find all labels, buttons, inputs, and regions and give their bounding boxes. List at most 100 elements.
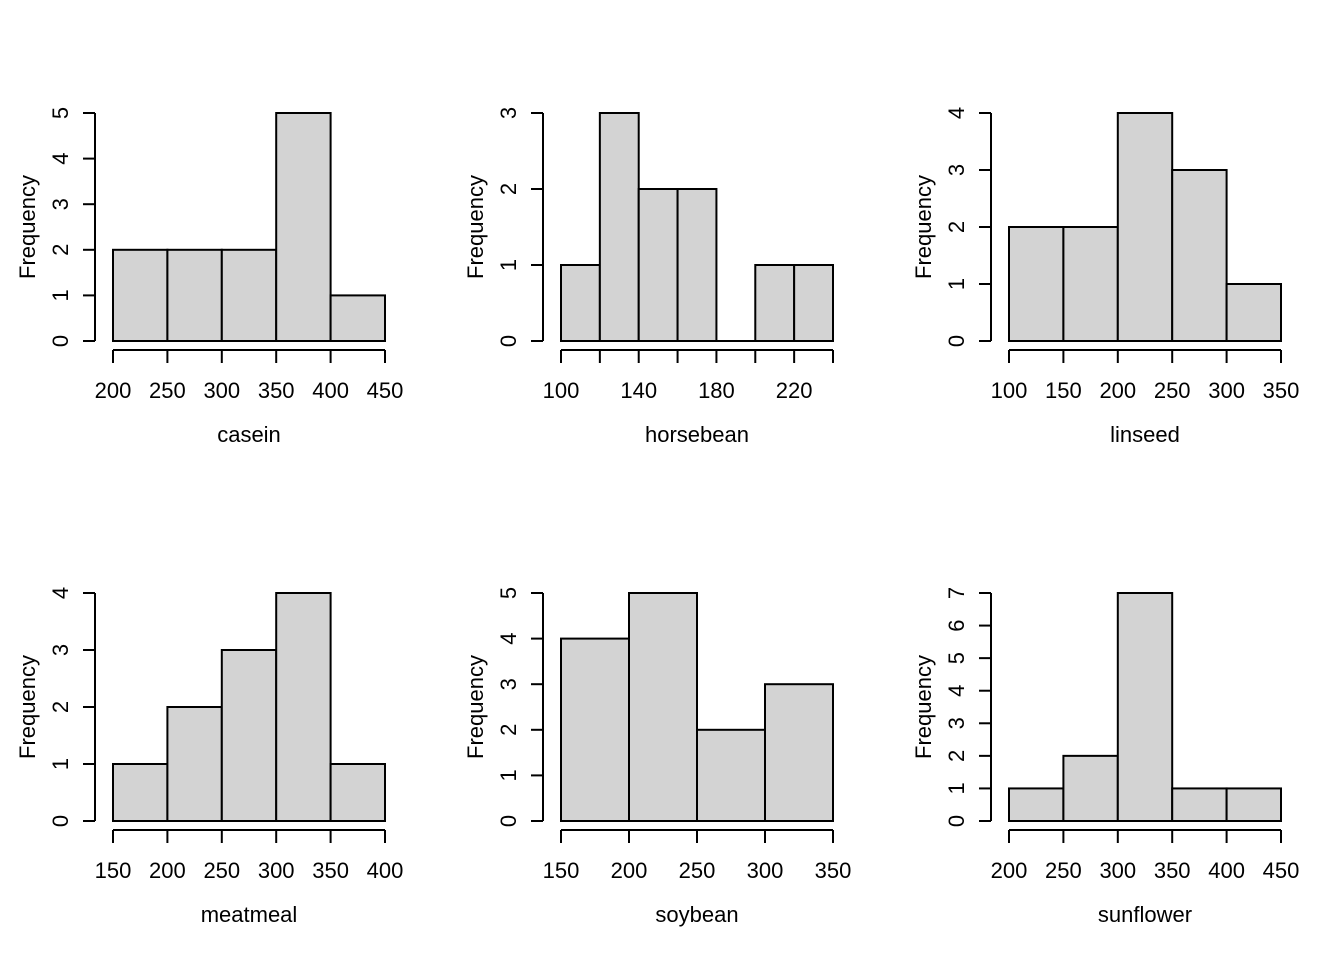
x-axis-title: soybean xyxy=(655,902,738,927)
histogram-bar xyxy=(1062,754,1119,823)
x-tick-label: 200 xyxy=(991,858,1028,883)
x-tick-label: 300 xyxy=(1099,858,1136,883)
x-tick-label: 250 xyxy=(203,858,240,883)
y-tick-label: 3 xyxy=(496,107,521,119)
histogram-panel: 0 1 2 3 4 5 6 7 Frequency 200 250 300 350 400 450 sunfl… xyxy=(896,480,1344,960)
histogram-panel: 0 1 2 3 4 Frequency 150 200 250 300 350 400 meatmeal xyxy=(0,480,448,960)
histogram-bar xyxy=(1171,787,1228,822)
histogram-linseed: 0 1 2 3 4 Frequency 100 150 200 250 300 350 linseed xyxy=(911,107,1300,447)
histogram-bar xyxy=(275,592,332,822)
x-tick-label: 350 xyxy=(1263,378,1300,403)
histogram-bar xyxy=(1008,787,1065,822)
y-tick-label: 4 xyxy=(496,632,521,644)
y-tick-label: 2 xyxy=(496,724,521,736)
histogram-bar xyxy=(560,264,601,342)
histogram-bar xyxy=(1116,592,1174,822)
y-tick-label: 1 xyxy=(944,278,969,290)
y-tick-label: 3 xyxy=(944,164,969,176)
x-tick-label: 400 xyxy=(367,858,404,883)
y-tick-label: 3 xyxy=(496,678,521,690)
x-tick-label: 450 xyxy=(367,378,404,403)
histogram-bar xyxy=(676,188,718,342)
x-tick-label: 100 xyxy=(991,378,1028,403)
histogram-meatmeal: 0 1 2 3 4 Frequency 150 200 250 300 350 400 meatmeal xyxy=(15,587,404,927)
x-tick-label: 350 xyxy=(312,858,349,883)
x-tick-label: 250 xyxy=(1154,378,1191,403)
histogram-sunflower: 0 1 2 3 4 5 6 7 Frequency 200 250 300 350 400 450 sunfl… xyxy=(911,587,1300,927)
x-tick-label: 220 xyxy=(776,378,813,403)
x-tick-label: 250 xyxy=(149,378,186,403)
x-axis-title: sunflower xyxy=(1098,902,1192,927)
histogram-panel: 0 1 2 3 4 Frequency 100 150 200 250 300 350 linseed xyxy=(896,0,1344,480)
histogram-bar xyxy=(1008,226,1065,342)
x-axis-title: casein xyxy=(217,422,281,447)
y-tick-label: 1 xyxy=(48,758,73,770)
histogram-bar xyxy=(1225,283,1283,342)
x-tick-label: 350 xyxy=(1154,858,1191,883)
histogram-bar xyxy=(220,649,278,822)
histogram-bar xyxy=(166,248,223,342)
histogram-bar xyxy=(754,264,796,342)
y-tick-label: 3 xyxy=(48,198,73,210)
histogram-panel: 0 1 2 3 Frequency 100 140 180 220 horsebean xyxy=(448,0,896,480)
y-tick-label: 4 xyxy=(944,685,969,697)
y-tick-label: 1 xyxy=(496,259,521,271)
y-tick-label: 0 xyxy=(496,335,521,347)
histogram-bar xyxy=(628,592,698,822)
x-tick-label: 180 xyxy=(698,378,735,403)
y-tick-label: 7 xyxy=(944,587,969,599)
y-tick-label: 4 xyxy=(944,107,969,119)
histogram-casein: 0 1 2 3 4 5 Frequency 200 250 300 350 400 450 casein xyxy=(15,107,404,447)
x-axis-title: horsebean xyxy=(645,422,749,447)
y-axis-title: Frequency xyxy=(911,175,936,279)
histogram-bar xyxy=(637,188,679,342)
y-tick-label: 3 xyxy=(48,644,73,656)
y-axis-title: Frequency xyxy=(15,655,40,759)
x-tick-label: 350 xyxy=(815,858,852,883)
x-tick-label: 300 xyxy=(747,858,784,883)
x-tick-label: 150 xyxy=(95,858,132,883)
y-tick-label: 5 xyxy=(496,587,521,599)
y-axis-title: Frequency xyxy=(911,655,936,759)
x-tick-label: 200 xyxy=(149,858,186,883)
y-tick-label: 0 xyxy=(944,815,969,827)
histogram-bar xyxy=(598,112,640,342)
histogram-horsebean: 0 1 2 3 Frequency 100 140 180 220 horsebean xyxy=(463,107,834,447)
histogram-bar xyxy=(166,706,223,822)
x-tick-label: 400 xyxy=(312,378,349,403)
y-tick-label: 4 xyxy=(48,587,73,599)
histogram-panel: 0 1 2 3 4 5 Frequency 200 250 300 350 400 450 casein xyxy=(0,0,448,480)
y-tick-label: 6 xyxy=(944,619,969,631)
x-tick-label: 200 xyxy=(611,858,648,883)
x-tick-label: 250 xyxy=(679,858,716,883)
histogram-bar xyxy=(329,294,387,342)
histogram-bar xyxy=(1171,169,1228,342)
histogram-bar xyxy=(112,248,169,342)
histogram-bar xyxy=(560,637,630,822)
x-tick-label: 200 xyxy=(95,378,132,403)
histogram-panel: 0 1 2 3 4 5 Frequency 150 200 250 300 350 soybean xyxy=(448,480,896,960)
x-tick-label: 450 xyxy=(1263,858,1300,883)
y-axis-title: Frequency xyxy=(463,655,488,759)
y-tick-label: 2 xyxy=(48,701,73,713)
y-tick-label: 2 xyxy=(496,183,521,195)
histogram-bar xyxy=(275,112,332,342)
y-tick-label: 5 xyxy=(48,107,73,119)
y-tick-label: 4 xyxy=(48,152,73,164)
x-tick-label: 400 xyxy=(1208,858,1245,883)
histogram-bar xyxy=(112,763,169,822)
histogram-bar xyxy=(764,683,834,822)
histogram-bar xyxy=(1116,112,1174,342)
y-tick-label: 0 xyxy=(48,335,73,347)
x-tick-label: 200 xyxy=(1099,378,1136,403)
y-tick-label: 0 xyxy=(496,815,521,827)
histogram-bar xyxy=(1225,787,1283,822)
y-tick-label: 3 xyxy=(944,717,969,729)
y-tick-label: 0 xyxy=(944,335,969,347)
y-tick-label: 1 xyxy=(944,782,969,794)
x-tick-label: 150 xyxy=(543,858,580,883)
x-axis-title: meatmeal xyxy=(201,902,298,927)
y-tick-label: 2 xyxy=(944,750,969,762)
histogram-bar xyxy=(696,728,766,822)
